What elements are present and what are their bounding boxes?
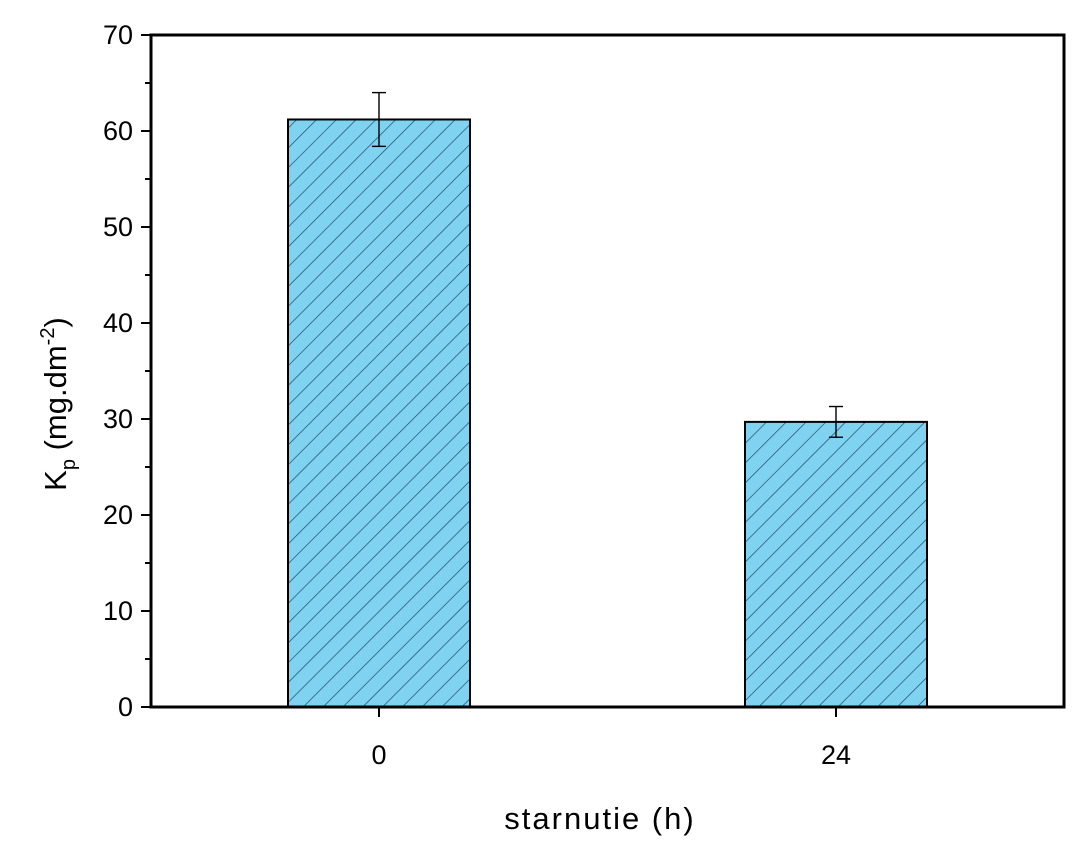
x-tick-label-24: 24 bbox=[821, 740, 851, 770]
x-tick-label-0: 0 bbox=[371, 740, 386, 770]
bar-24 bbox=[744, 420, 928, 708]
y-axis-title: Kp (mg.dm-2) bbox=[37, 317, 80, 491]
y-tick-label-10: 10 bbox=[103, 596, 133, 626]
y-tick-label-0: 0 bbox=[118, 692, 133, 722]
error-bar-24 bbox=[829, 405, 843, 438]
y-axis-title-units: (mg.dm bbox=[38, 345, 73, 459]
x-axis: 0 24 bbox=[371, 707, 851, 770]
y-axis-title-superscript: -2 bbox=[37, 328, 59, 346]
bar-0 bbox=[287, 118, 471, 709]
y-axis: 0 10 20 30 40 50 60 70 bbox=[103, 20, 151, 722]
error-bars-layer bbox=[372, 91, 843, 438]
y-axis-title-units-close: ) bbox=[38, 317, 73, 327]
bars-layer bbox=[287, 118, 928, 709]
y-tick-label-30: 30 bbox=[103, 404, 133, 434]
y-tick-label-50: 50 bbox=[103, 212, 133, 242]
y-tick-label-40: 40 bbox=[103, 308, 133, 338]
y-tick-label-20: 20 bbox=[103, 500, 133, 530]
y-axis-title-main: K bbox=[38, 470, 73, 491]
error-bar-0 bbox=[372, 91, 386, 148]
y-axis-title-subscript: p bbox=[58, 459, 80, 470]
x-axis-title: starnutie (h) bbox=[504, 801, 695, 836]
y-tick-label-60: 60 bbox=[103, 116, 133, 146]
y-tick-label-70: 70 bbox=[103, 20, 133, 50]
